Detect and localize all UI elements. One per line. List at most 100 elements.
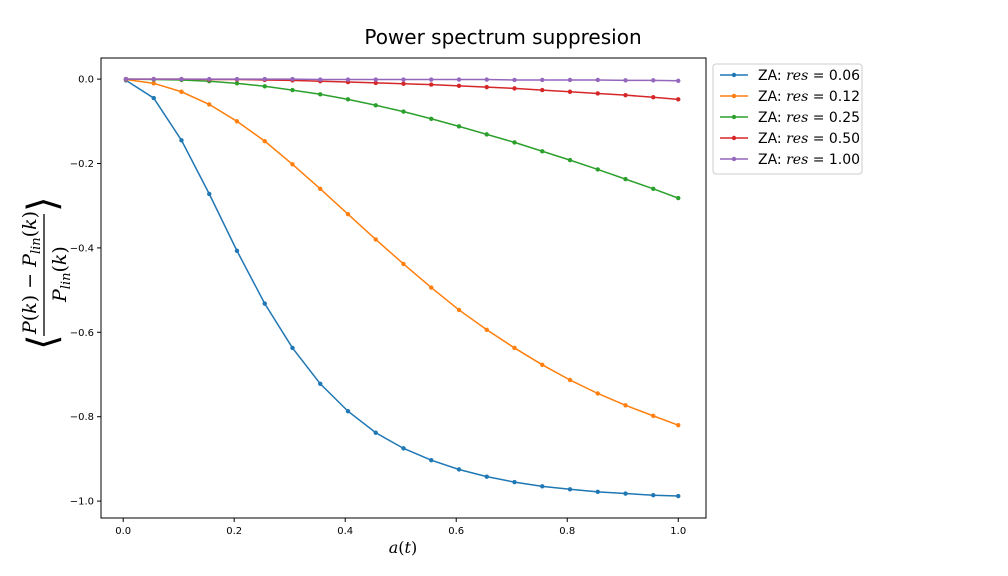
series-point bbox=[567, 487, 573, 492]
series-point bbox=[456, 124, 462, 129]
legend-swatch-marker bbox=[731, 72, 737, 78]
legend-label: ZA: res = 0.25 bbox=[758, 110, 860, 126]
x-axis-ticks: 0.0 0.2 0.4 0.6 0.8 1.0 bbox=[115, 518, 686, 537]
series-point bbox=[151, 95, 156, 101]
series-point bbox=[484, 474, 489, 479]
series-point bbox=[401, 109, 406, 114]
series-point bbox=[151, 81, 156, 86]
series-point bbox=[540, 484, 545, 489]
series-point bbox=[623, 491, 628, 496]
series-point bbox=[595, 77, 600, 83]
x-tick-label: 1.0 bbox=[670, 526, 686, 537]
series-point bbox=[373, 77, 378, 82]
legend: ZA: res = 0.06 ZA: res = 0.12 ZA: res = 0.… bbox=[712, 63, 863, 175]
series-point bbox=[234, 81, 240, 86]
series-point bbox=[651, 78, 656, 83]
series-point bbox=[401, 77, 406, 82]
series-point bbox=[234, 248, 240, 254]
series-point bbox=[318, 77, 323, 82]
series-point bbox=[345, 409, 351, 414]
series-point bbox=[623, 176, 628, 182]
legend-label: ZA: res = 0.06 bbox=[758, 68, 860, 84]
legend-label: ZA: res = 0.12 bbox=[758, 89, 860, 105]
x-tick-label: 0.4 bbox=[337, 526, 353, 537]
series-point bbox=[512, 86, 517, 91]
chart-title: Power spectrum suppresion bbox=[364, 25, 641, 49]
series-point bbox=[373, 80, 378, 86]
series-point bbox=[595, 91, 600, 96]
axes-frame bbox=[100, 57, 707, 519]
series-point bbox=[429, 82, 434, 87]
series-point bbox=[429, 285, 434, 290]
legend-swatch-marker bbox=[731, 156, 737, 162]
series-point bbox=[512, 479, 517, 485]
y-tick-label: −0.6 bbox=[70, 328, 94, 339]
series-point bbox=[151, 76, 156, 82]
series-point bbox=[290, 162, 295, 167]
x-tick-label: 0.2 bbox=[226, 526, 242, 537]
series-point bbox=[262, 84, 267, 89]
series-point bbox=[262, 138, 267, 144]
legend-box bbox=[712, 63, 863, 175]
series-point bbox=[651, 493, 656, 498]
svg-text:⟨: ⟨ bbox=[20, 334, 66, 350]
series-point bbox=[179, 76, 184, 82]
series-point bbox=[429, 77, 434, 82]
series-point bbox=[345, 77, 351, 82]
y-axis-ticks: 0.0 −0.2 −0.4 −0.6 −0.8 −1.0 bbox=[70, 75, 101, 508]
series-point bbox=[676, 78, 681, 83]
series-point bbox=[318, 92, 323, 97]
series-point bbox=[290, 76, 295, 82]
series-point bbox=[207, 76, 212, 82]
series-point bbox=[456, 467, 462, 472]
series-point bbox=[623, 403, 628, 408]
series-point bbox=[651, 95, 656, 100]
svg-text:⟩: ⟩ bbox=[20, 196, 66, 212]
series-point bbox=[567, 377, 573, 383]
series-point bbox=[456, 77, 462, 82]
series-point bbox=[540, 77, 545, 83]
y-axis-label: ⟨ P(k) − Plin(k) Plin(k) ⟩ bbox=[19, 196, 74, 350]
series-point bbox=[373, 430, 378, 435]
series-point bbox=[318, 186, 323, 192]
series-point bbox=[676, 422, 681, 428]
series-point bbox=[429, 457, 434, 463]
series-point bbox=[567, 77, 573, 83]
series-point bbox=[401, 446, 406, 451]
legend-swatch-marker bbox=[731, 114, 737, 120]
series-point bbox=[262, 76, 267, 82]
series-point bbox=[623, 92, 628, 98]
series-point bbox=[484, 84, 489, 90]
series-point bbox=[484, 327, 489, 332]
series-point bbox=[595, 167, 600, 172]
x-tick-label: 0.8 bbox=[559, 526, 575, 537]
legend-swatch-marker bbox=[731, 93, 737, 99]
svg-text:P(k) − Plin(k): P(k) − Plin(k) bbox=[19, 211, 44, 335]
series-point bbox=[345, 211, 351, 217]
series-point bbox=[456, 83, 462, 89]
series-point bbox=[234, 119, 240, 124]
series-point bbox=[676, 195, 681, 201]
series-point bbox=[179, 89, 184, 94]
x-tick-label: 0.0 bbox=[115, 526, 131, 537]
series-point bbox=[595, 391, 600, 396]
series-point bbox=[207, 191, 212, 197]
series-point bbox=[484, 132, 489, 137]
series-point bbox=[512, 77, 517, 83]
series-point bbox=[540, 149, 545, 154]
series-point bbox=[623, 78, 628, 83]
y-tick-label: −0.2 bbox=[70, 159, 94, 170]
series-point bbox=[345, 97, 351, 102]
series-point bbox=[595, 489, 600, 495]
legend-label: ZA: res = 1.00 bbox=[758, 152, 860, 168]
series-point bbox=[401, 81, 406, 86]
series-point bbox=[123, 76, 129, 82]
series-point bbox=[456, 307, 462, 313]
series-point bbox=[207, 102, 212, 107]
y-tick-label: −0.4 bbox=[70, 243, 94, 254]
plot-area bbox=[123, 76, 681, 499]
series-point bbox=[512, 345, 517, 351]
series-point bbox=[290, 345, 295, 351]
series-point bbox=[651, 186, 656, 192]
series-point bbox=[401, 261, 406, 267]
